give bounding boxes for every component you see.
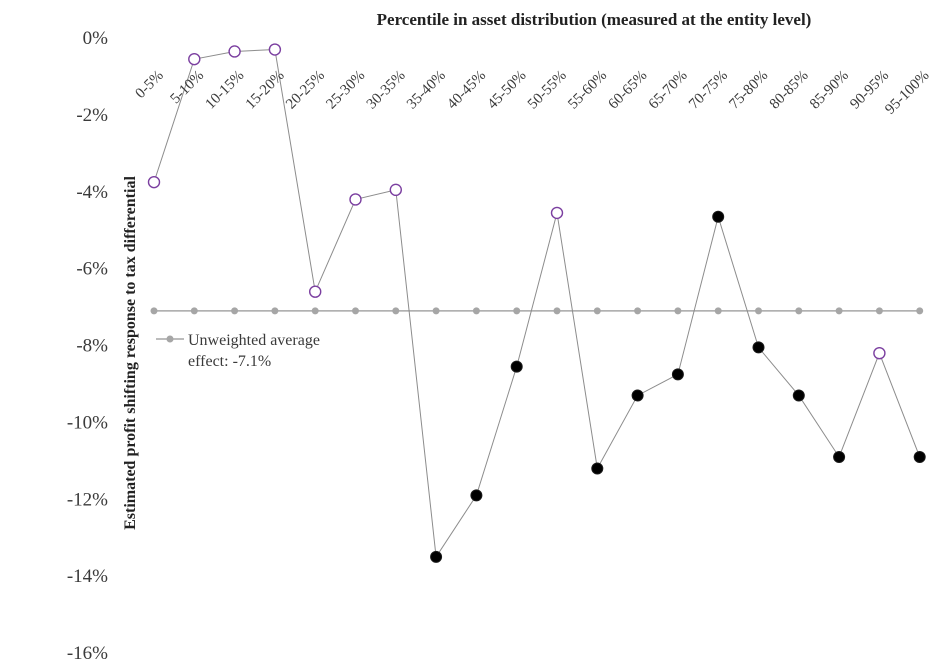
average-point (352, 307, 359, 315)
data-point-open (389, 183, 402, 197)
x-tick-label: 15-20% (243, 68, 288, 113)
average-point (795, 307, 803, 315)
average-point (875, 307, 883, 315)
x-axis-ticks: 0-5% 5-10%10-15%15-20%20-25%25-30%30-35%3… (133, 68, 930, 118)
data-point-filled (470, 489, 483, 502)
x-tick-label: 85-90% (807, 68, 852, 113)
data-point-filled (712, 210, 725, 223)
data-point-filled (792, 389, 805, 402)
data-point-filled (510, 360, 523, 373)
y-tick-label: -2% (76, 105, 108, 126)
average-point (916, 307, 924, 315)
data-point-open (228, 45, 241, 58)
legend-marker (166, 335, 174, 343)
average-point (553, 307, 561, 315)
x-tick-label: 50-55% (525, 68, 570, 113)
x-tick-label: 35-40% (404, 68, 449, 113)
x-tick-label: 45-50% (485, 68, 530, 113)
data-point-open (349, 193, 362, 206)
x-tick-label: 55-60% (565, 68, 610, 113)
x-tick-label: 5-10% (168, 68, 208, 108)
legend-label-line-2: effect: -7.1% (188, 353, 271, 370)
x-tick-label: 30-35% (364, 68, 409, 113)
y-axis-ticks: 0% -2% -4% -6% -8% -10% -12% -14% -16% (67, 28, 108, 664)
data-point-filled (752, 341, 765, 354)
data-point-open (188, 52, 201, 66)
data-point-filled (913, 450, 926, 463)
data-point-filled (430, 550, 443, 563)
data-point-open (550, 206, 564, 220)
average-point (472, 307, 480, 315)
y-tick-label: 0% (83, 28, 109, 49)
data-point-open (147, 175, 161, 189)
x-tick-label: 25-30% (323, 68, 368, 113)
y-tick-label: -8% (76, 336, 108, 357)
average-point (190, 307, 198, 315)
average-point (311, 307, 319, 315)
x-tick-label: 65-70% (646, 68, 691, 113)
y-tick-label: -6% (76, 259, 108, 280)
x-tick-label: 80-85% (767, 68, 812, 113)
average-point (432, 307, 440, 315)
average-point (714, 307, 722, 315)
y-tick-label: -12% (67, 489, 108, 510)
data-point-open (873, 346, 886, 360)
average-point (593, 307, 601, 315)
x-tick-label: 20-25% (283, 68, 328, 113)
series-line (153, 49, 921, 559)
x-axis-title: Percentile in asset distribution (measur… (377, 10, 812, 29)
y-tick-label: -4% (76, 182, 108, 203)
average-point (835, 307, 843, 315)
main-series (147, 43, 926, 563)
average-point (674, 307, 682, 315)
x-tick-label: 95-100% (882, 68, 930, 118)
x-tick-label: 0-5% (133, 68, 167, 102)
data-point-filled (833, 450, 846, 463)
x-tick-label: 10-15% (203, 68, 248, 113)
average-point (634, 307, 642, 315)
y-axis-title: Estimated profit shifting response to ta… (122, 176, 139, 530)
y-tick-label: -14% (67, 566, 108, 587)
data-point-filled (631, 389, 644, 402)
average-series (150, 307, 924, 315)
x-tick-label: 70-75% (686, 68, 731, 113)
x-tick-label: 40-45% (444, 68, 489, 113)
legend-label-line-1: Unweighted average (188, 332, 320, 349)
average-point (231, 307, 239, 315)
average-point (755, 307, 762, 315)
data-point-filled (591, 462, 604, 475)
data-point-filled (671, 368, 684, 381)
y-tick-label: -10% (67, 412, 108, 433)
legend: Unweighted average effect: -7.1% (156, 332, 320, 370)
x-tick-label: 75-80% (726, 68, 771, 113)
x-tick-label: 60-65% (606, 68, 651, 113)
average-point (150, 307, 158, 315)
average-point (392, 307, 400, 315)
data-point-open (268, 43, 282, 56)
average-point (513, 307, 521, 315)
data-point-open (309, 285, 322, 298)
average-point (271, 307, 279, 315)
y-tick-label: -16% (67, 643, 108, 664)
